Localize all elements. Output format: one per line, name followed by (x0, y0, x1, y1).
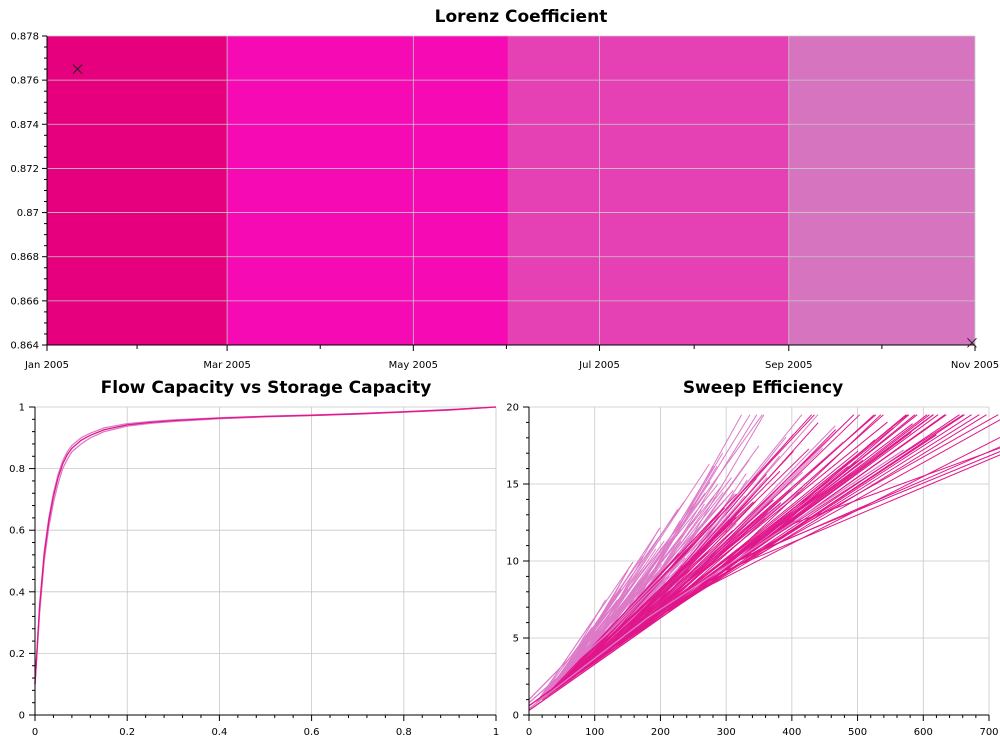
lorenz-point-marker (72, 64, 83, 74)
sweep-dark-segment (542, 528, 726, 700)
sweep-series-line (528, 449, 904, 710)
flow-y-tick-label: 1 (19, 403, 25, 414)
sweep-y-tick-label: 0 (513, 711, 519, 722)
lorenz-axes: 0.864 0.866 0.868 0.87 0.872 0.874 0.876 0.878 J… (10, 32, 999, 372)
sweep-x-tick-label: 500 (848, 727, 867, 738)
sweep-dark-segment (776, 414, 964, 536)
sweep-light-segment (570, 481, 711, 676)
sweep-light-segment (644, 414, 765, 618)
lorenz-y-tick-label: 0.874 (10, 120, 39, 131)
lorenz-x-tick-label: Jul 2005 (578, 360, 620, 371)
sweep-y-tick-label: 10 (506, 557, 519, 568)
flow-y-tick-label: 0.4 (9, 587, 25, 598)
sweep-x-tick-label: 600 (914, 727, 933, 738)
flow-x-tick-label: 0 (32, 727, 38, 738)
lorenz-band (788, 36, 975, 345)
sweep-dark-segment (542, 493, 737, 700)
flow-series-line (34, 406, 497, 685)
lorenz-bands (47, 36, 975, 345)
flow-x-tick-label: 1 (493, 727, 499, 738)
sweep-efficiency-chart: Sweep Efficiency 0 100 200 300 400 500 600 7000… (506, 378, 1000, 738)
sweep-dark-segment (667, 414, 960, 612)
sweep-x-tick-label: 300 (717, 727, 736, 738)
lorenz-band (227, 36, 508, 345)
flow-x-tick-label: 0.4 (211, 727, 227, 738)
flow-capacity-chart: Flow Capacity vs Storage Capacity 0 0.2 0.… (9, 378, 499, 738)
sweep-y-tick-label: 20 (506, 403, 519, 414)
lorenz-y-tick-label: 0.87 (17, 208, 39, 219)
lorenz-y-tick-label: 0.866 (10, 296, 39, 307)
sweep-dark-segment (711, 414, 916, 581)
sweep-series-line (528, 514, 727, 704)
sweep-series-line (528, 434, 937, 711)
sweep-dark-segment (602, 414, 855, 658)
sweep-series (528, 414, 1000, 711)
sweep-x-tick-label: 200 (651, 727, 670, 738)
lorenz-x-tick-label: Mar 2005 (203, 360, 251, 371)
sweep-dark-segment (702, 414, 928, 588)
lorenz-band (47, 36, 228, 345)
sweep-y-tick-label: 5 (513, 634, 519, 645)
lorenz-y-tick-label: 0.872 (10, 164, 39, 175)
sweep-light-segment (580, 414, 763, 668)
sweep-light-segment (536, 626, 593, 703)
lorenz-x-tick-label: May 2005 (389, 360, 438, 371)
lorenz-x-tick-label: Jan 2005 (24, 360, 69, 371)
flow-x-tick-label: 0.6 (304, 727, 320, 738)
sweep-x-tick-label: 100 (585, 727, 604, 738)
sweep-dark-segment (559, 414, 815, 688)
lorenz-chart-title: Lorenz Coefficient (435, 7, 608, 27)
sweep-series-line (528, 588, 629, 701)
sweep-dark-segment (563, 530, 734, 685)
flow-axes: 0 0.2 0.4 0.6 0.8 1 0 0.2 0.4 0.6 0.8 1 (9, 403, 499, 739)
lorenz-coefficient-chart: Lorenz Coefficient 0.8640.8660.8680.870.… (10, 7, 999, 371)
sweep-y-tick-label: 15 (506, 480, 519, 491)
sweep-x-tick-label: 0 (526, 727, 532, 738)
lorenz-y-tick-label: 0.876 (10, 76, 39, 87)
sweep-x-tick-label: 700 (979, 727, 998, 738)
flow-chart-title: Flow Capacity vs Storage Capacity (101, 378, 432, 398)
lorenz-y-tick-label: 0.868 (10, 252, 39, 263)
lorenz-point-marker (967, 337, 977, 348)
sweep-chart-title: Sweep Efficiency (683, 378, 843, 398)
flow-y-tick-label: 0.8 (9, 464, 25, 475)
flow-y-tick-label: 0.2 (9, 649, 25, 660)
sweep-x-tick-label: 400 (782, 727, 801, 738)
sweep-dark-segment (746, 450, 1000, 557)
sweep-light-segment (666, 425, 836, 600)
sweep-dark-segment (668, 414, 987, 611)
sweep-dark-segment (581, 448, 810, 672)
sweep-dark-segment (703, 414, 939, 587)
lorenz-points (72, 64, 977, 348)
flow-y-tick-label: 0.6 (9, 526, 25, 537)
lorenz-y-tick-label: 0.864 (10, 341, 39, 352)
sweep-light-segment (552, 527, 661, 690)
lorenz-x-tick-label: Sep 2005 (765, 360, 812, 371)
flow-y-tick-label: 0 (19, 711, 25, 722)
lorenz-x-tick-label: Nov 2005 (951, 360, 999, 371)
sweep-dark-segment (791, 447, 1000, 525)
sweep-axes: 0 100 200 300 400 500 600 700 0 5 10 15 20 (506, 403, 998, 739)
sweep-dark-segment (691, 436, 1000, 596)
sweep-dark-segment (725, 454, 1000, 571)
flow-x-tick-label: 0.2 (119, 727, 135, 738)
flow-x-tick-label: 0.8 (396, 727, 412, 738)
lorenz-y-tick-label: 0.878 (10, 32, 39, 43)
lorenz-band (507, 36, 789, 345)
sweep-dark-segment (673, 414, 918, 608)
flow-series (34, 406, 497, 685)
sweep-dark-segment (711, 419, 1000, 581)
